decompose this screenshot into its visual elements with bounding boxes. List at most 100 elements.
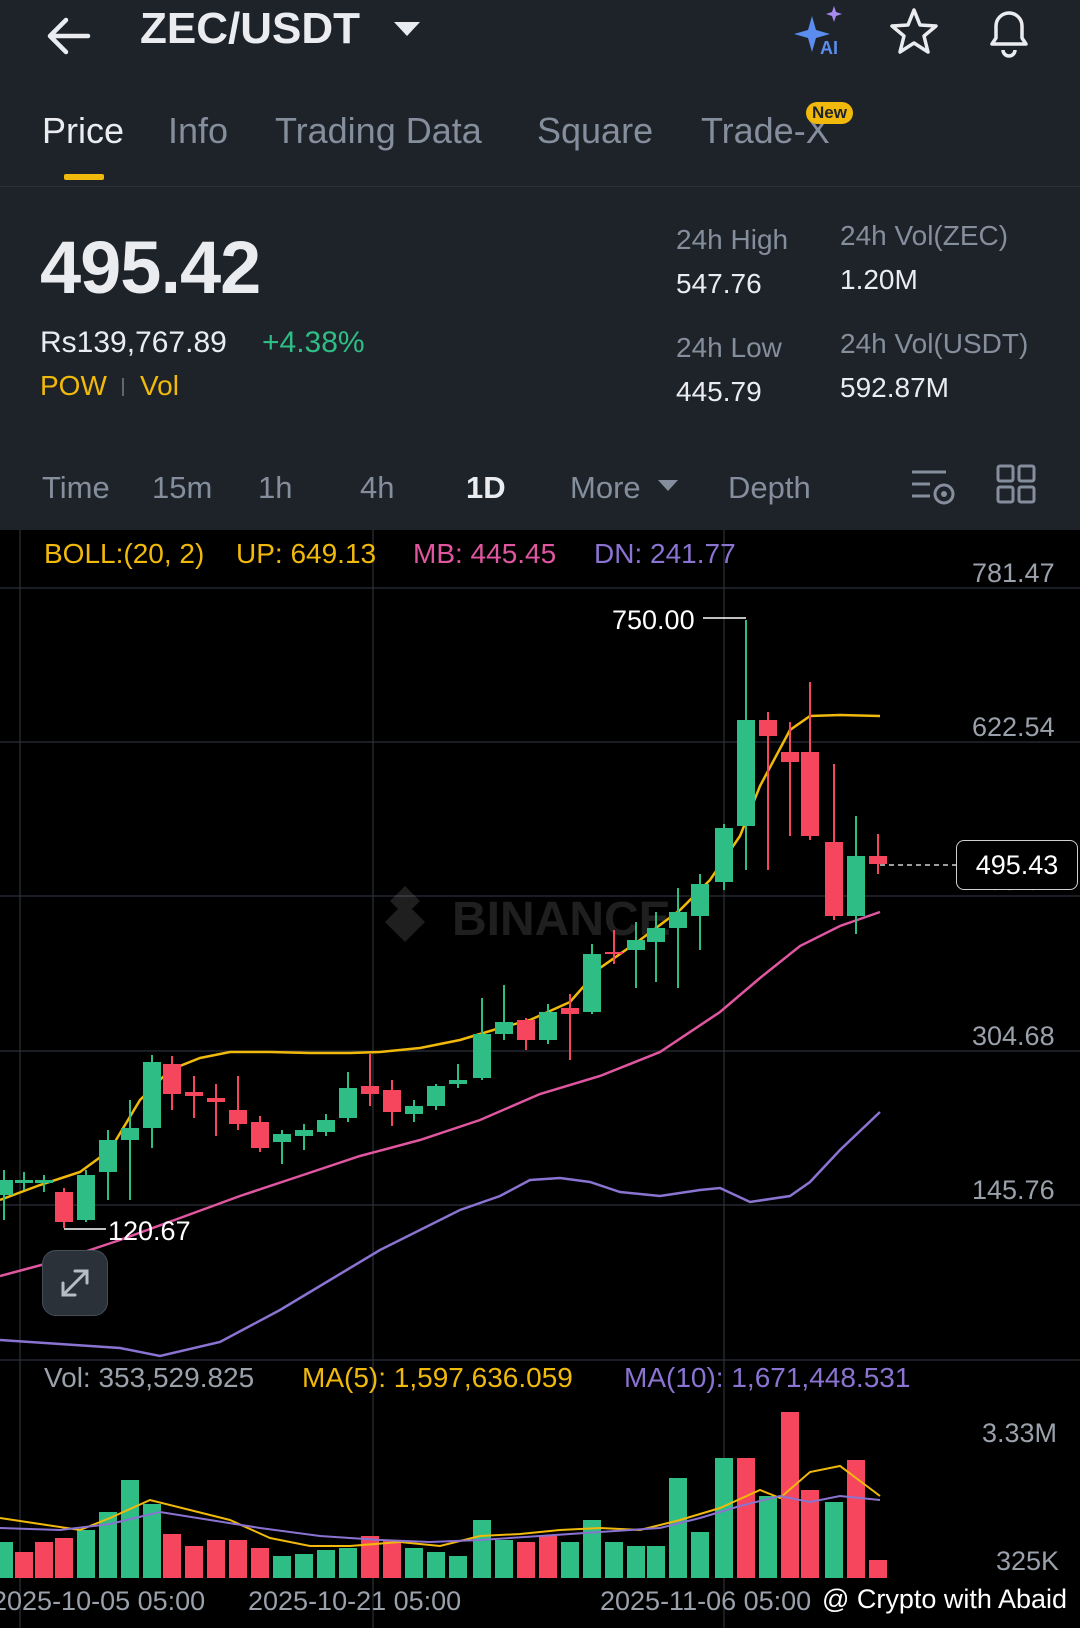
- price-change-percent: +4.38%: [262, 326, 365, 359]
- volume-bar: [669, 1478, 687, 1578]
- candle-body: [539, 1012, 557, 1040]
- high-value: 547.76: [676, 268, 762, 299]
- candle-body: [405, 1106, 423, 1114]
- vol-base-label: 24h Vol(ZEC): [840, 220, 1009, 251]
- candle-body: [583, 954, 601, 1012]
- layout-grid-icon[interactable]: [996, 464, 1036, 504]
- volume-bar: [0, 1542, 13, 1578]
- volume-bar: [339, 1548, 357, 1578]
- volume-bar: [647, 1546, 665, 1578]
- interval-1d[interactable]: 1D: [466, 470, 506, 505]
- volume-bar: [759, 1496, 777, 1578]
- vol-axis-top: 3.33M: [982, 1418, 1058, 1448]
- candle-body: [229, 1110, 247, 1124]
- volume-bar: [847, 1460, 865, 1578]
- candle-body: [801, 752, 819, 836]
- tab-price[interactable]: Price: [42, 110, 125, 151]
- ai-sparkle-icon[interactable]: AI: [790, 4, 850, 60]
- tag-pow[interactable]: POW: [40, 370, 107, 401]
- more-chevron-down-icon[interactable]: [658, 480, 678, 491]
- ai-label: AI: [820, 38, 838, 58]
- vol-quote-value: 592.87M: [840, 372, 949, 403]
- chart-grid: [0, 530, 1080, 1628]
- boll-mb: MB: 445.45: [413, 538, 557, 569]
- volume-bar: [121, 1480, 139, 1578]
- indicator-settings-icon[interactable]: [910, 464, 956, 508]
- favorite-star-icon[interactable]: [888, 6, 940, 58]
- candles: [0, 620, 887, 1228]
- candle-body: [383, 1090, 401, 1112]
- boll-params[interactable]: BOLL:(20, 2): [44, 538, 205, 569]
- x-axis-label: 2025-10-05 05:00: [0, 1586, 206, 1616]
- vol-value: Vol: 353,529.825: [44, 1362, 255, 1393]
- tag-vol[interactable]: Vol: [140, 370, 179, 401]
- boll-middle-line: [0, 910, 881, 1278]
- interval-1h[interactable]: 1h: [258, 470, 293, 505]
- candle-body: [473, 1034, 491, 1078]
- watermark-text: BINANCE: [452, 893, 671, 946]
- candle-body: [339, 1088, 357, 1118]
- interval-time[interactable]: Time: [42, 470, 110, 505]
- volume-bar: [691, 1532, 709, 1578]
- tab-square[interactable]: Square: [537, 110, 654, 151]
- volume-ma-lines: [0, 1464, 881, 1548]
- interval-depth[interactable]: Depth: [728, 470, 811, 505]
- candle-body: [361, 1086, 379, 1094]
- price-axis-label: 304.68: [972, 1021, 1055, 1051]
- candle-body: [55, 1192, 73, 1222]
- candle-body: [143, 1062, 161, 1128]
- notification-bell-icon[interactable]: [982, 4, 1036, 60]
- tab-info[interactable]: Info: [168, 110, 229, 151]
- boll-dn: DN: 241.77: [594, 538, 736, 569]
- volume-bar: [295, 1554, 313, 1578]
- candle-body: [0, 1180, 13, 1195]
- boll-up: UP: 649.13: [236, 538, 377, 569]
- candle-body: [121, 1128, 139, 1140]
- candle-body: [759, 720, 777, 736]
- volume-bar: [229, 1540, 247, 1578]
- current-price-tag[interactable]: 495.43: [956, 840, 1078, 890]
- volume-bar: [35, 1542, 53, 1578]
- fullscreen-button[interactable]: [42, 1250, 108, 1316]
- candle-body: [495, 1022, 513, 1034]
- volume-bar: [273, 1556, 291, 1578]
- back-arrow-icon[interactable]: [40, 8, 96, 64]
- new-badge: New: [806, 102, 853, 124]
- volume-bar: [77, 1530, 95, 1578]
- top-bar: ZEC/USDT AI: [0, 0, 1080, 80]
- high-label: 24h High: [676, 224, 789, 255]
- candle-body: [77, 1175, 95, 1220]
- creator-watermark: @ Crypto with Abaid: [822, 1584, 1068, 1614]
- chevron-down-icon[interactable]: [394, 22, 420, 36]
- volume-bar: [473, 1520, 491, 1578]
- candle-body: [163, 1064, 181, 1094]
- candle-body: [781, 752, 799, 762]
- price-axis-label: 145.76: [972, 1175, 1055, 1205]
- candle-body: [737, 720, 755, 826]
- kline-chart[interactable]: BINANCE 750.00 120.67: [0, 530, 1080, 1628]
- volume-bar: [737, 1458, 755, 1578]
- volume-bar: [405, 1548, 423, 1578]
- candle-body: [427, 1086, 445, 1106]
- volume-bar: [185, 1546, 203, 1578]
- tab-trading-data[interactable]: Trading Data: [275, 110, 482, 151]
- candle-body: [691, 884, 709, 916]
- candle-body: [669, 912, 687, 928]
- volume-bar: [383, 1540, 401, 1578]
- candle-body: [561, 1008, 579, 1014]
- boll-lower-line: [0, 1111, 881, 1358]
- interval-4h[interactable]: 4h: [360, 470, 395, 505]
- last-price: 495.42: [40, 226, 261, 309]
- candle-body: [317, 1120, 335, 1132]
- candle-body: [449, 1080, 467, 1084]
- volume-bar: [539, 1536, 557, 1578]
- interval-15m[interactable]: 15m: [152, 470, 213, 505]
- candle-body: [295, 1130, 313, 1136]
- interval-more[interactable]: More: [570, 470, 641, 505]
- pair-title[interactable]: ZEC/USDT: [140, 4, 360, 53]
- interval-bar: Time 15m 1h 4h 1D More Depth: [0, 440, 1080, 530]
- volume-bar: [801, 1490, 819, 1578]
- volume-bar: [99, 1512, 117, 1578]
- candle-body: [273, 1134, 291, 1142]
- binance-watermark: BINANCE: [385, 886, 671, 946]
